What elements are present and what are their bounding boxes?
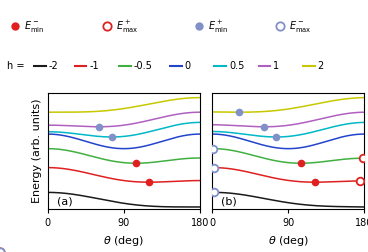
- Text: (a): (a): [57, 197, 72, 207]
- Text: -2: -2: [49, 60, 58, 71]
- Text: 1: 1: [273, 60, 279, 71]
- X-axis label: $\theta$ (deg): $\theta$ (deg): [268, 234, 309, 248]
- Text: -1: -1: [89, 60, 99, 71]
- Text: 0.5: 0.5: [229, 60, 244, 71]
- Text: 2: 2: [317, 60, 323, 71]
- Text: 0: 0: [185, 60, 191, 71]
- Y-axis label: Energy (arb. units): Energy (arb. units): [32, 99, 42, 203]
- Text: -0.5: -0.5: [133, 60, 152, 71]
- Text: h =: h =: [7, 60, 25, 71]
- X-axis label: $\theta$ (deg): $\theta$ (deg): [103, 234, 145, 248]
- Text: (b): (b): [221, 197, 237, 207]
